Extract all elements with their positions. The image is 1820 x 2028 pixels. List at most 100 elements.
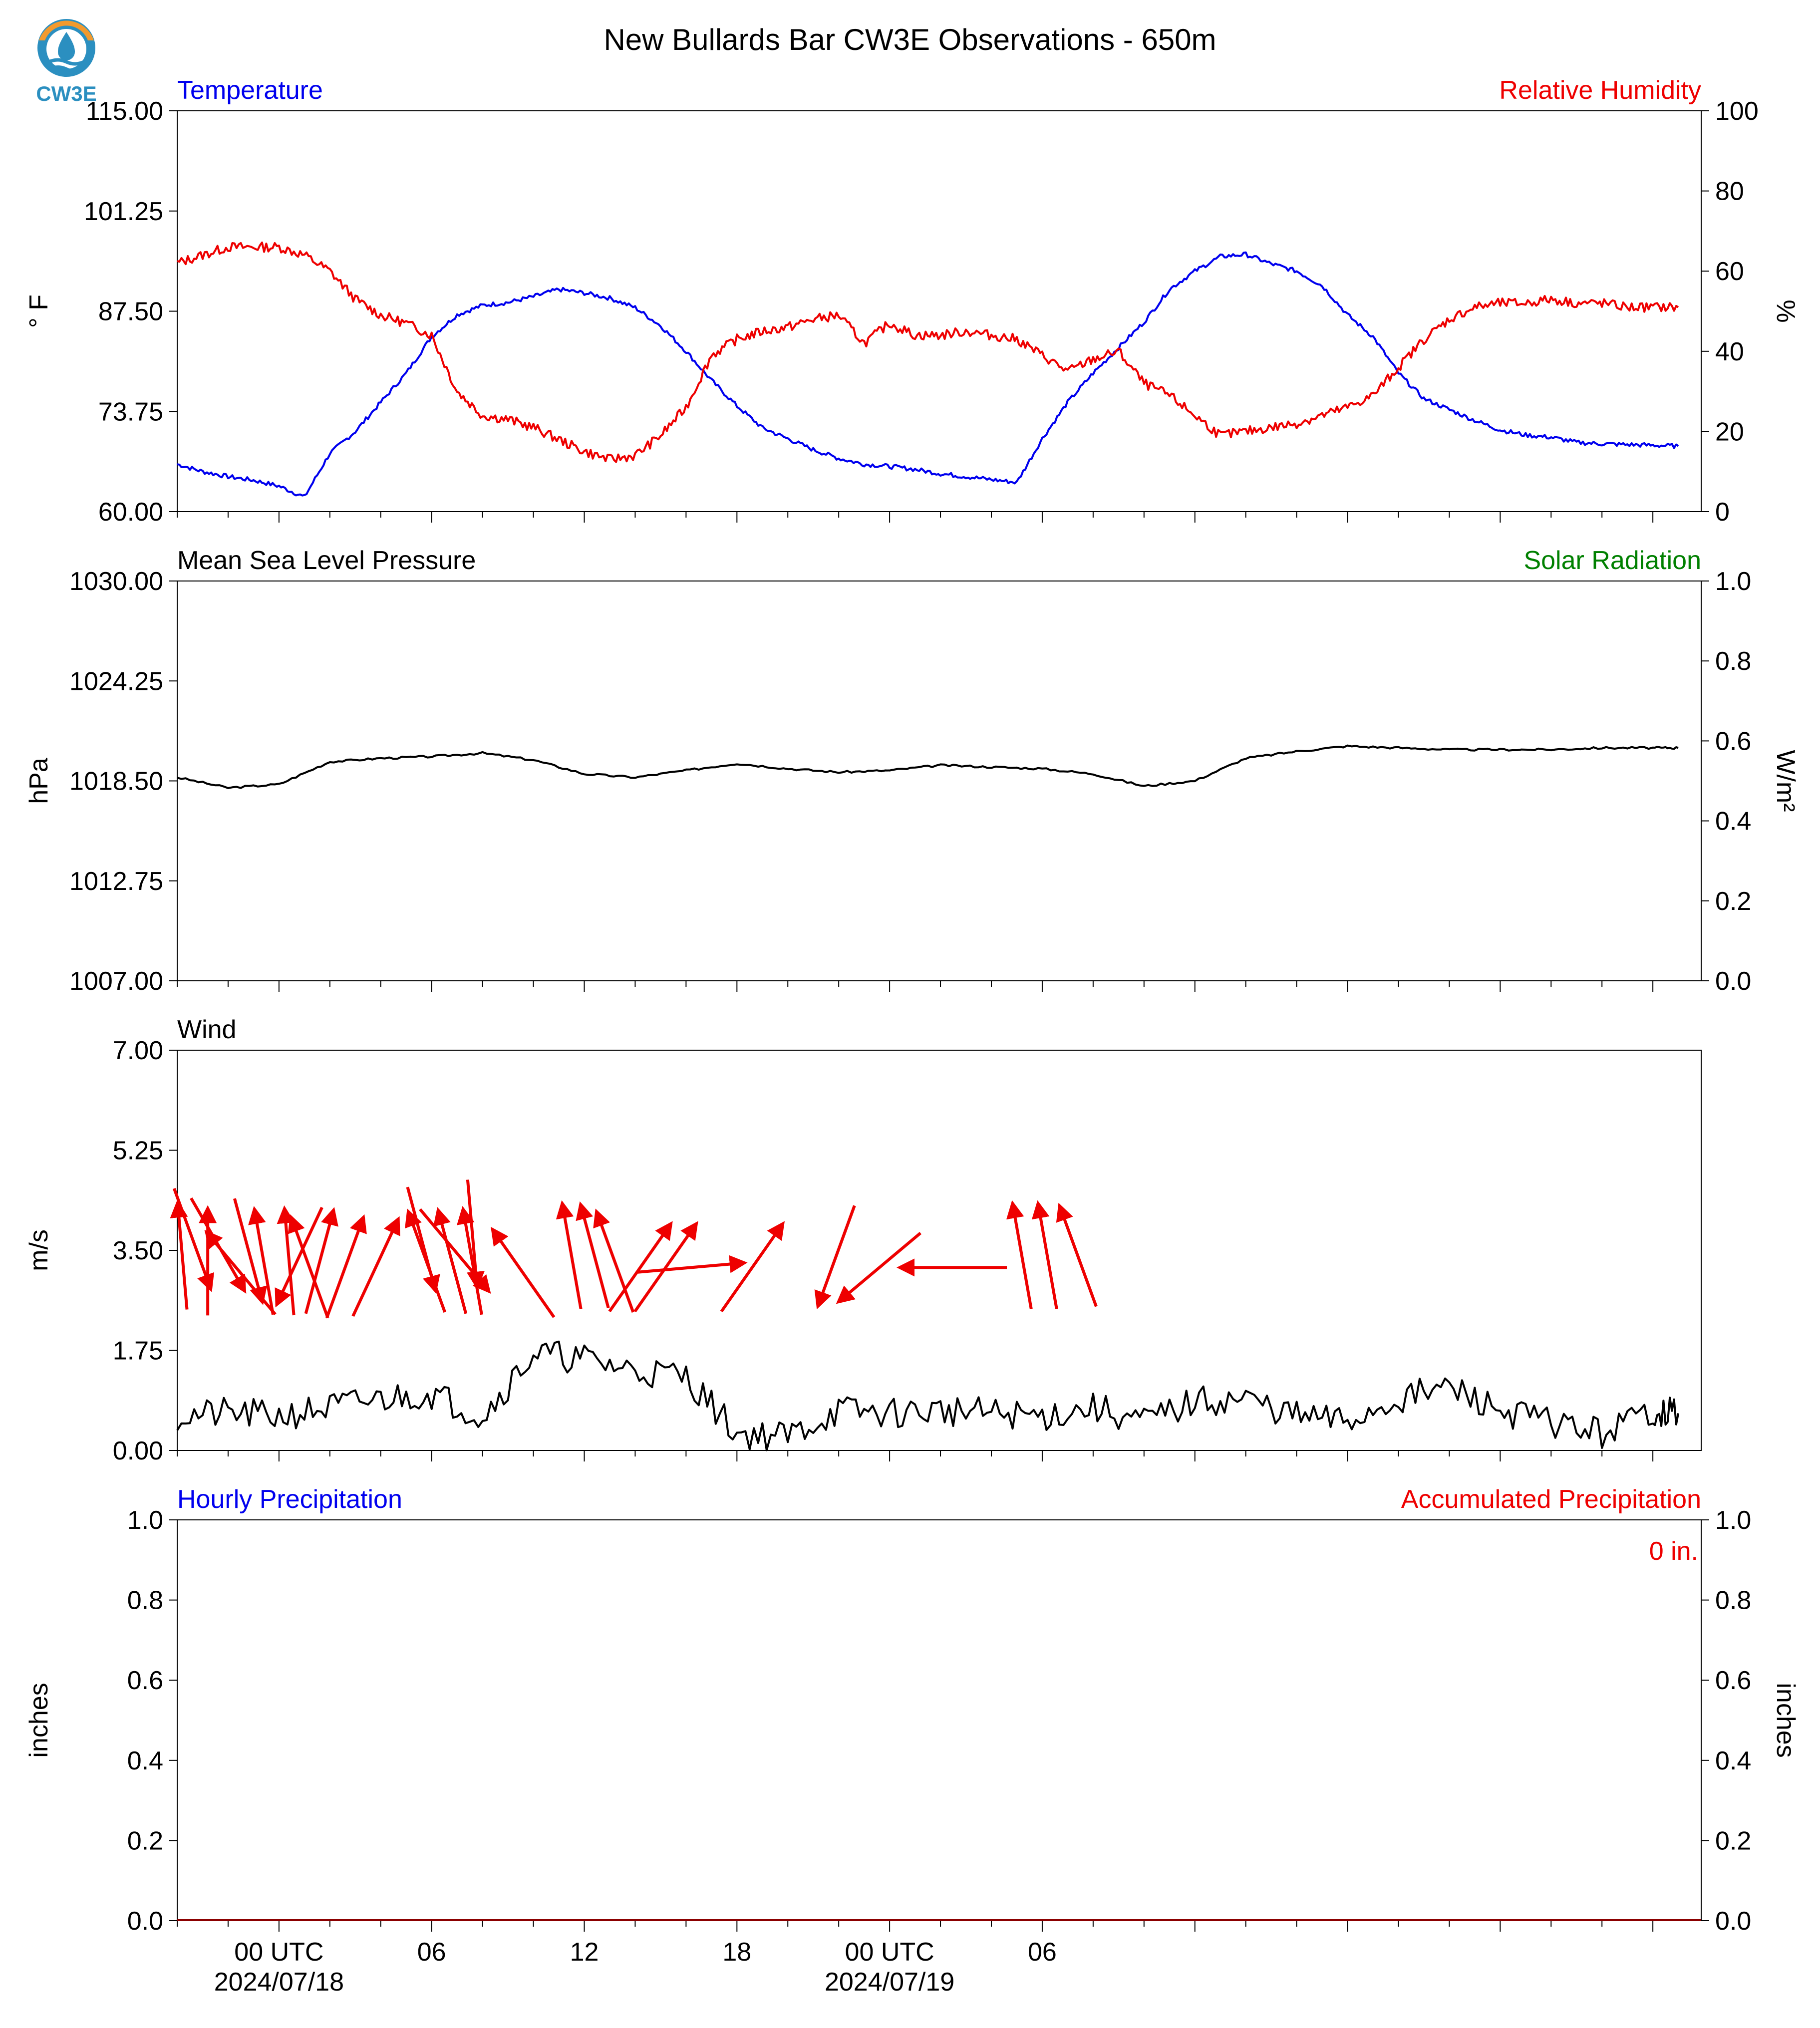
wind-arrow — [593, 1208, 635, 1313]
y-tick-right-label: 60 — [1715, 257, 1744, 286]
plot-frame — [177, 1519, 1702, 1921]
wind-arrow — [608, 1221, 673, 1313]
wind-arrow — [1056, 1202, 1098, 1307]
accumulated-total: 0 in. — [1649, 1537, 1698, 1566]
x-tick-label: 00 UTC — [234, 1938, 323, 1967]
plot-frame — [177, 1050, 1702, 1451]
y-tick-label: 3.50 — [113, 1236, 163, 1265]
y-axis-label: hPa — [24, 758, 53, 804]
y-axis-right-label: % — [1771, 299, 1800, 322]
y-tick-label: 0.6 — [127, 1666, 163, 1695]
wind-arrow — [277, 1205, 296, 1316]
y-tick-right-label: 40 — [1715, 337, 1744, 366]
y-tick-label: 87.50 — [98, 297, 163, 326]
panel-right-label: Solar Radiation — [1523, 546, 1701, 575]
y-tick-label: 1.75 — [113, 1337, 163, 1366]
wind-arrow — [325, 1214, 367, 1319]
y-tick-right-label: 0.8 — [1715, 1586, 1751, 1615]
y-tick-label: 101.25 — [84, 197, 163, 226]
wind-arrow — [457, 1206, 483, 1315]
wind-arrow — [170, 1199, 189, 1310]
y-axis-label: m/s — [24, 1229, 53, 1271]
y-tick-label: 115.00 — [86, 97, 163, 126]
plot-frame — [177, 110, 1702, 512]
y-tick-right-label: 1.0 — [1715, 1506, 1751, 1535]
wind-arrow — [233, 1198, 268, 1305]
panel-left-label: Mean Sea Level Pressure — [177, 546, 476, 575]
x-tick-label: 18 — [722, 1938, 751, 1967]
wind-arrow — [248, 1206, 275, 1315]
wind-arrow — [836, 1231, 922, 1304]
x-tick-label: 12 — [570, 1938, 599, 1967]
wind-arrow — [288, 1214, 329, 1319]
wind-arrow — [405, 1208, 447, 1313]
wind-arrow — [466, 1179, 485, 1290]
y-tick-right-label: 0.4 — [1715, 807, 1751, 836]
plot-frame — [177, 580, 1702, 981]
panel-left-label: Hourly Precipitation — [177, 1485, 402, 1514]
y-tick-label: 1018.50 — [69, 767, 163, 796]
y-tick-label: 0.00 — [113, 1437, 163, 1465]
y-tick-right-label: 0.4 — [1715, 1746, 1751, 1775]
wind-arrow — [351, 1216, 400, 1317]
chart-title: New Bullards Bar CW3E Observations - 650… — [604, 23, 1216, 56]
wind-arrow — [304, 1207, 338, 1314]
y-axis-label: ° F — [24, 294, 53, 328]
wind-arrow — [419, 1208, 491, 1294]
wind-arrow — [275, 1206, 323, 1308]
wind-arrow — [576, 1201, 610, 1309]
wind-arrow — [491, 1226, 556, 1318]
y-tick-label: 7.00 — [113, 1036, 163, 1065]
y-tick-label: 60.00 — [98, 498, 163, 527]
x-date-label: 2024/07/19 — [825, 1968, 954, 1997]
wind-speed-line — [176, 1340, 1680, 1451]
humidity-line — [177, 241, 1679, 463]
y-tick-label: 1.0 — [127, 1506, 163, 1535]
temperature-line — [177, 251, 1679, 497]
y-axis-right-label: W/m² — [1771, 750, 1800, 812]
x-date-label: 2024/07/18 — [214, 1968, 344, 1997]
wind-arrow — [190, 1197, 247, 1294]
y-tick-label: 0.4 — [127, 1746, 163, 1775]
y-tick-right-label: 80 — [1715, 177, 1744, 206]
y-tick-right-label: 20 — [1715, 417, 1744, 446]
y-tick-right-label: 0.8 — [1715, 647, 1751, 676]
y-tick-label: 1030.00 — [69, 567, 163, 596]
y-tick-label: 1012.75 — [69, 867, 163, 896]
y-tick-right-label: 0.6 — [1715, 727, 1751, 756]
y-tick-right-label: 100 — [1715, 97, 1759, 126]
y-tick-right-label: 0.2 — [1715, 887, 1751, 916]
x-tick-label: 00 UTC — [845, 1938, 934, 1967]
wind-arrow — [720, 1221, 785, 1313]
panel-left-label: Wind — [177, 1015, 236, 1044]
y-tick-label: 5.25 — [113, 1137, 163, 1165]
panel-left-label: Temperature — [177, 76, 323, 105]
cw3e-logo: CW3E — [29, 18, 104, 108]
y-tick-label: 73.75 — [98, 397, 163, 426]
y-tick-right-label: 0.0 — [1715, 967, 1751, 996]
x-tick-label: 06 — [417, 1938, 446, 1967]
y-tick-label: 1007.00 — [69, 967, 163, 996]
logo-text: CW3E — [36, 82, 97, 105]
wind-arrow — [1031, 1200, 1058, 1309]
wind-arrow — [633, 1221, 698, 1313]
x-tick-label: 06 — [1028, 1938, 1057, 1967]
wind-arrow — [433, 1207, 468, 1314]
panel-right-label: Relative Humidity — [1499, 76, 1701, 105]
y-axis-label: inches — [24, 1683, 53, 1757]
wind-arrow — [814, 1205, 856, 1310]
y-tick-right-label: 0.0 — [1715, 1907, 1751, 1936]
y-axis-right-label: inches — [1771, 1683, 1800, 1757]
y-tick-right-label: 0.6 — [1715, 1666, 1751, 1695]
pressure-line — [177, 744, 1679, 789]
wind-arrow — [1006, 1200, 1033, 1309]
y-tick-right-label: 0.2 — [1715, 1826, 1751, 1855]
y-tick-label: 0.8 — [127, 1586, 163, 1615]
panel-right-label: Accumulated Precipitation — [1401, 1485, 1701, 1514]
y-tick-label: 1024.25 — [69, 667, 163, 696]
y-tick-right-label: 1.0 — [1715, 567, 1751, 596]
wind-arrow — [637, 1255, 748, 1274]
y-tick-label: 0.2 — [127, 1826, 163, 1855]
wind-arrow — [556, 1200, 583, 1309]
